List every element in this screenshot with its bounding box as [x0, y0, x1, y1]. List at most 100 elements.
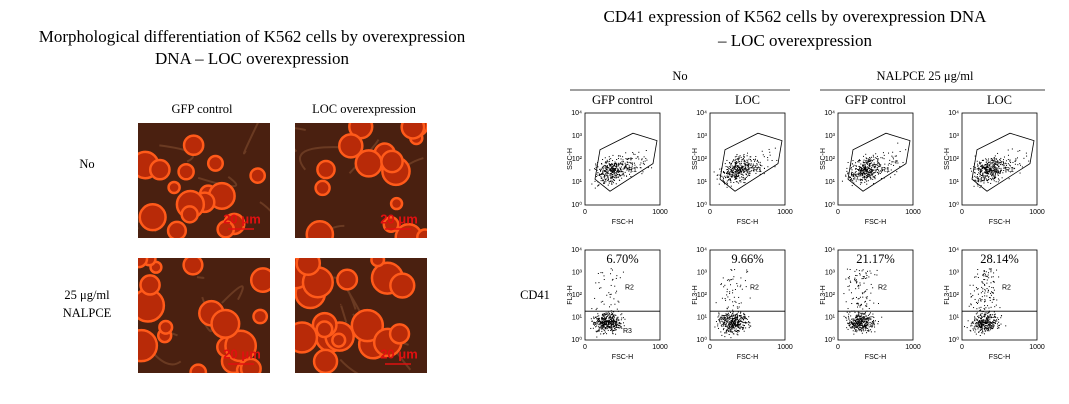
dot — [984, 326, 985, 327]
dot — [985, 331, 986, 332]
dot — [978, 294, 979, 295]
dot — [875, 320, 876, 321]
dot — [734, 325, 735, 326]
dot — [982, 317, 983, 318]
dot — [723, 319, 724, 320]
dot — [725, 326, 726, 327]
dot — [733, 333, 734, 334]
plot-frame — [838, 113, 913, 205]
dot — [992, 175, 993, 176]
dot — [634, 165, 635, 166]
dot — [986, 173, 987, 174]
dot — [868, 162, 869, 163]
dot — [984, 167, 985, 168]
dot — [736, 174, 737, 175]
dot — [753, 159, 754, 160]
dot — [611, 173, 612, 174]
dot — [729, 321, 730, 322]
dot — [609, 321, 610, 322]
y-tick-label: 10¹ — [697, 314, 708, 321]
dot — [612, 164, 613, 165]
dot — [717, 317, 718, 318]
dot — [980, 163, 981, 164]
dot — [891, 169, 892, 170]
dot — [742, 318, 743, 319]
x-tick-label: 1000 — [777, 344, 793, 351]
dot — [612, 181, 613, 182]
dot — [604, 304, 605, 305]
dot — [730, 164, 731, 165]
cell — [253, 310, 266, 323]
dot — [743, 327, 744, 328]
dot — [991, 327, 992, 328]
dot — [749, 169, 750, 170]
dot — [984, 295, 985, 296]
dot — [978, 169, 979, 170]
dot — [622, 159, 623, 160]
dot — [716, 321, 717, 322]
dot — [971, 325, 972, 326]
dot — [605, 321, 606, 322]
dot — [875, 178, 876, 179]
dot — [611, 165, 612, 166]
dot — [732, 301, 733, 302]
x-axis-label: FSC-H — [612, 354, 633, 361]
dot — [755, 159, 756, 160]
dot — [611, 314, 612, 315]
dot — [977, 303, 978, 304]
dot — [986, 178, 987, 179]
dot — [982, 328, 983, 329]
dot — [1000, 160, 1001, 161]
dot — [608, 178, 609, 179]
dot — [863, 167, 864, 168]
dot — [986, 159, 987, 160]
dot — [618, 301, 619, 302]
dot — [880, 157, 881, 158]
cell — [251, 169, 265, 183]
dot — [729, 174, 730, 175]
dot — [863, 162, 864, 163]
micrograph — [286, 115, 433, 259]
dot — [869, 161, 870, 162]
dot — [606, 333, 607, 334]
dot — [858, 320, 859, 321]
x-tick-label: 0 — [836, 344, 840, 351]
dot — [735, 159, 736, 160]
dot — [722, 298, 723, 299]
dot — [979, 325, 980, 326]
dot — [855, 327, 856, 328]
dot — [612, 328, 613, 329]
dot — [853, 174, 854, 175]
dot — [872, 324, 873, 325]
dot — [896, 160, 897, 161]
dot — [727, 172, 728, 173]
dot — [734, 269, 735, 270]
dot — [613, 172, 614, 173]
dot — [607, 161, 608, 162]
dot — [866, 332, 867, 333]
dot — [858, 288, 859, 289]
dot — [612, 166, 613, 167]
dot — [1010, 159, 1011, 160]
cell — [251, 268, 274, 291]
dot — [757, 164, 758, 165]
dot — [744, 314, 745, 315]
dot — [738, 183, 739, 184]
dot — [746, 286, 747, 287]
dot — [985, 176, 986, 177]
dot — [974, 328, 975, 329]
dot — [862, 270, 863, 271]
dot — [617, 324, 618, 325]
dot — [985, 320, 986, 321]
dot — [859, 324, 860, 325]
dot — [607, 166, 608, 167]
dot — [621, 158, 622, 159]
y-tick-label: 10¹ — [825, 314, 836, 321]
dot — [874, 327, 875, 328]
dot — [994, 167, 995, 168]
dot — [751, 170, 752, 171]
dot — [864, 325, 865, 326]
dot — [736, 176, 737, 177]
dot — [997, 162, 998, 163]
dot — [987, 330, 988, 331]
